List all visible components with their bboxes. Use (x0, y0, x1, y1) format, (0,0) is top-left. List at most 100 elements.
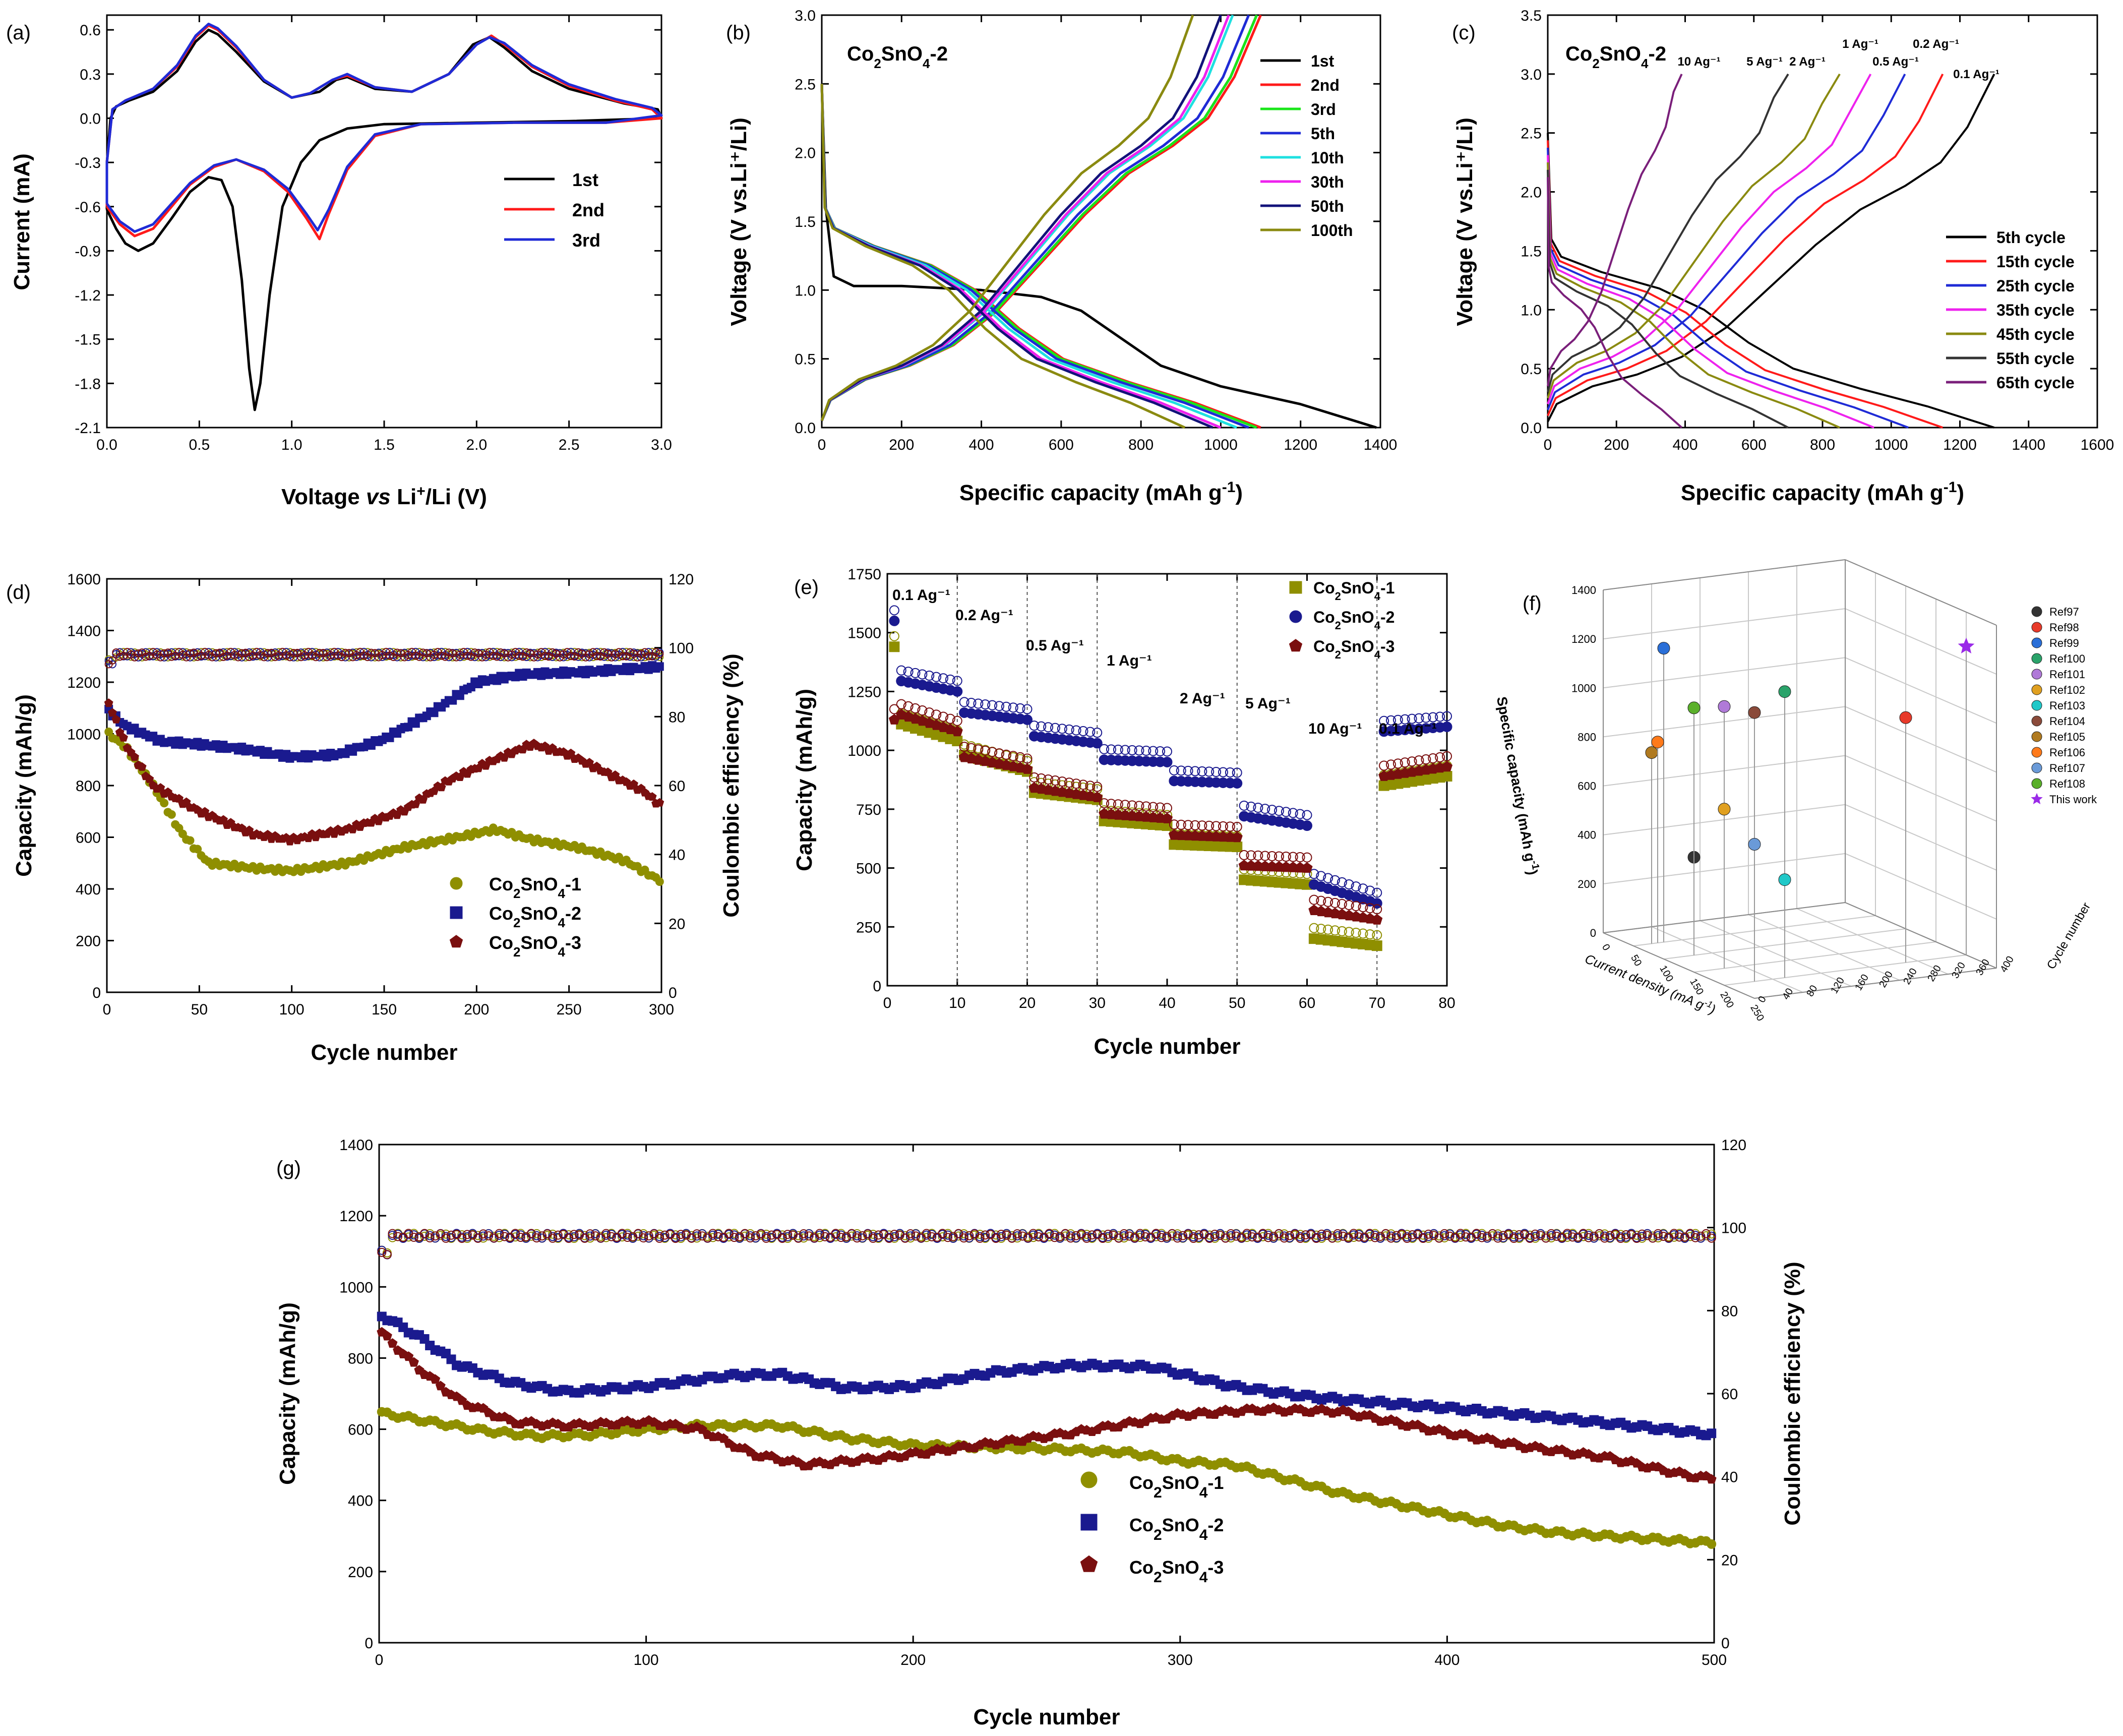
capacity-point (889, 615, 900, 626)
capacity-point (1706, 1474, 1717, 1484)
box-edge (1603, 559, 1846, 590)
legend-label: 100th (1311, 221, 1353, 240)
capacity-point-open (1351, 901, 1361, 912)
grid-line (1748, 572, 1900, 981)
capacity-point-open (1246, 801, 1256, 812)
capacity-point-open (1232, 821, 1242, 832)
data-point-Ref99 (1657, 642, 1670, 655)
capacity-point-open (1253, 803, 1263, 813)
legend-label: Co2SnO4-1 (1313, 579, 1394, 603)
y-tick-label: 0.3 (80, 67, 101, 83)
capacity-point (1232, 842, 1243, 853)
coulombic-point (363, 653, 372, 662)
text-part: ) (1957, 481, 1964, 505)
coulombic-point (1541, 1233, 1551, 1243)
capacity-point-open (1288, 852, 1298, 862)
legend-marker (2031, 778, 2042, 789)
coulombic-point (1317, 1229, 1326, 1239)
y2-tick-label: 120 (669, 571, 694, 588)
coulombic-point (411, 651, 420, 660)
coulombic-point (644, 652, 653, 661)
y-axis-title: Capacity (mAh/g) (792, 689, 817, 871)
coulombic-point (633, 1229, 643, 1238)
coulombic-point (345, 649, 353, 657)
capacity-point-open (1113, 744, 1123, 755)
grid-line (1603, 853, 1997, 920)
coulombic-point (193, 652, 202, 661)
capacity-point-open (1316, 924, 1326, 934)
x-tick-label: 80 (1438, 995, 1455, 1011)
coulombic-point (628, 1232, 638, 1241)
coulombic-point (1002, 1230, 1011, 1240)
y-tick-label: 1400 (67, 623, 101, 640)
text-part: Co (847, 43, 874, 65)
capacity-point (951, 726, 963, 737)
coulombic-point (895, 1230, 904, 1240)
capacity-point-open (1127, 745, 1137, 755)
coulombic-point (382, 1250, 392, 1260)
charge-curve-55th cycle (1547, 73, 1789, 393)
legend-marker (2031, 606, 2042, 617)
capacity-point-open (1155, 802, 1166, 813)
capacity-point-open (1337, 877, 1347, 887)
capacity-point-open (959, 742, 969, 752)
text-part: SnO (1162, 1472, 1199, 1493)
coulombic-point (660, 1230, 670, 1240)
text-part: Co (1129, 1515, 1154, 1535)
capacity-point-open (1295, 852, 1305, 863)
coulombic-point (397, 649, 405, 657)
capacity-point-open (1323, 924, 1333, 935)
y-tick-label: 1.5 (795, 214, 816, 230)
capacity-point-open (1029, 772, 1040, 783)
coulombic-point (334, 651, 342, 660)
coulombic-point (1050, 1233, 1059, 1242)
coulombic-point (1103, 1230, 1113, 1239)
text-part: -3 (1207, 1557, 1224, 1578)
coulombic-point (1531, 1232, 1540, 1241)
text-part: 2 (1154, 1527, 1162, 1543)
z-tick-label: 600 (1578, 780, 1596, 793)
coulombic-point (964, 1231, 974, 1240)
grid-line (1603, 608, 1997, 675)
y2-tick-label: 40 (1721, 1469, 1738, 1486)
rate-annotation: 0.1 Ag⁻¹ (892, 587, 950, 604)
x-tick-label: 1000 (1874, 437, 1908, 453)
text-part: 2 (1154, 1484, 1162, 1501)
legend-marker (2031, 700, 2042, 711)
capacity-point-open (1141, 745, 1151, 756)
x-tick-label: 0 (103, 1001, 111, 1018)
coulombic-point (1162, 1232, 1172, 1241)
box-edge (1845, 559, 1997, 626)
legend-label: Co2SnO4-2 (1129, 1515, 1224, 1543)
capacity-point-open (1309, 923, 1319, 933)
coulombic-point (1317, 1232, 1326, 1241)
coulombic-point (548, 648, 557, 656)
legend-marker (2031, 637, 2042, 648)
capacity-point (156, 783, 165, 792)
coulombic-point (852, 1233, 862, 1243)
text-part: -1 (1529, 860, 1541, 870)
coulombic-point (190, 648, 198, 657)
rate-annotation: 5 Ag⁻¹ (1245, 695, 1291, 712)
legend-marker (1080, 1514, 1098, 1531)
capacity-point-open (1085, 727, 1096, 737)
capacity-point-open (1099, 744, 1110, 754)
text-part: SnO (1162, 1557, 1199, 1578)
capacity-point-open (1316, 871, 1326, 881)
y-tick-label: 2.0 (795, 145, 816, 162)
coulombic-point (1391, 1231, 1401, 1240)
capacity-point (430, 1374, 441, 1384)
capacity-point-open (1330, 875, 1341, 885)
coulombic-point (639, 1231, 648, 1240)
x-tick-label: 800 (1810, 437, 1835, 453)
coulombic-point (996, 1232, 1006, 1241)
capacity-point (119, 733, 128, 742)
coulombic-point (431, 1231, 440, 1241)
panel-d-cycling: 0 50 100 150 200 250 3000200400600800100012001… (6, 571, 744, 1065)
coulombic-point (445, 648, 453, 657)
text-part: Co (489, 874, 513, 894)
capacity-point-open (1043, 774, 1054, 785)
capacity-point-open (931, 672, 942, 682)
y-tick-label: 1750 (847, 566, 881, 583)
coulombic-point (323, 653, 331, 662)
